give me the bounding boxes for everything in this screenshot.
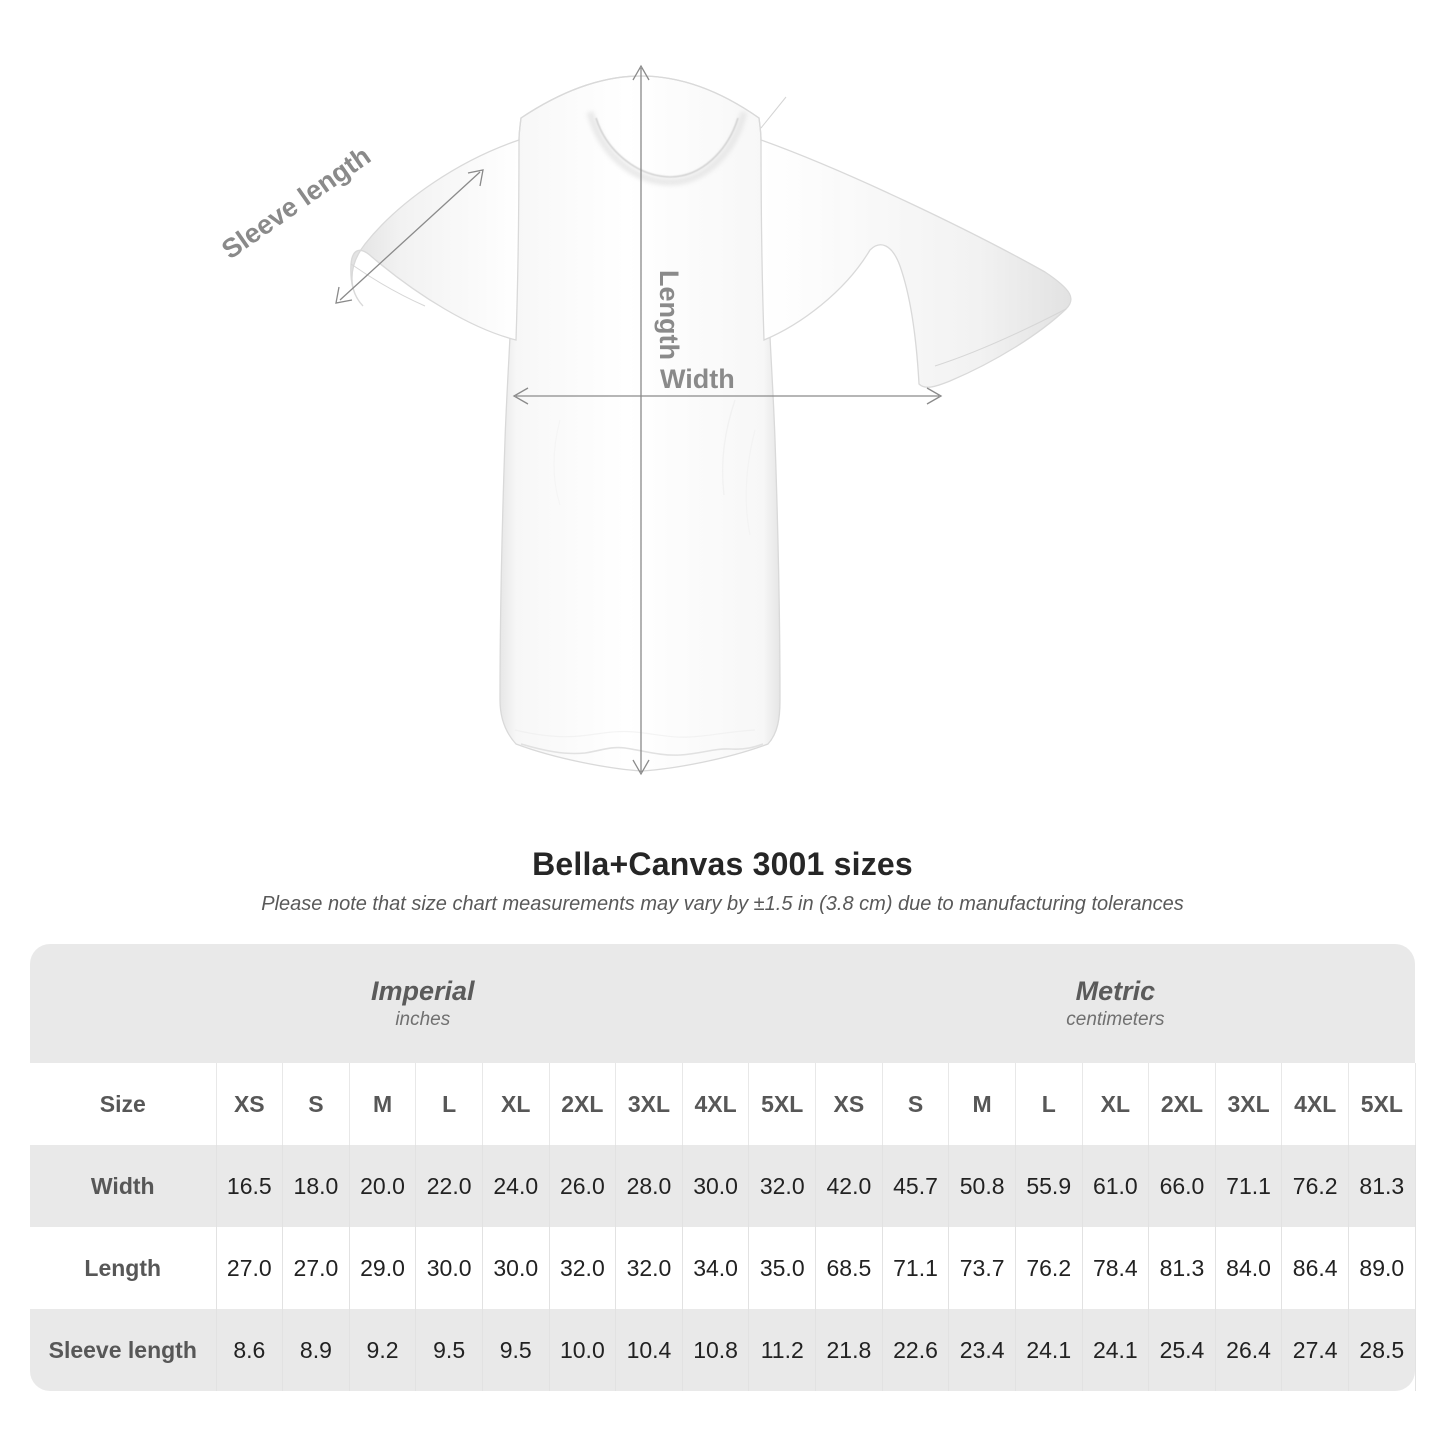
svg-text:Width: Width	[660, 364, 735, 394]
svg-text:Length: Length	[654, 270, 684, 360]
svg-text:Sleeve length: Sleeve length	[216, 140, 376, 264]
